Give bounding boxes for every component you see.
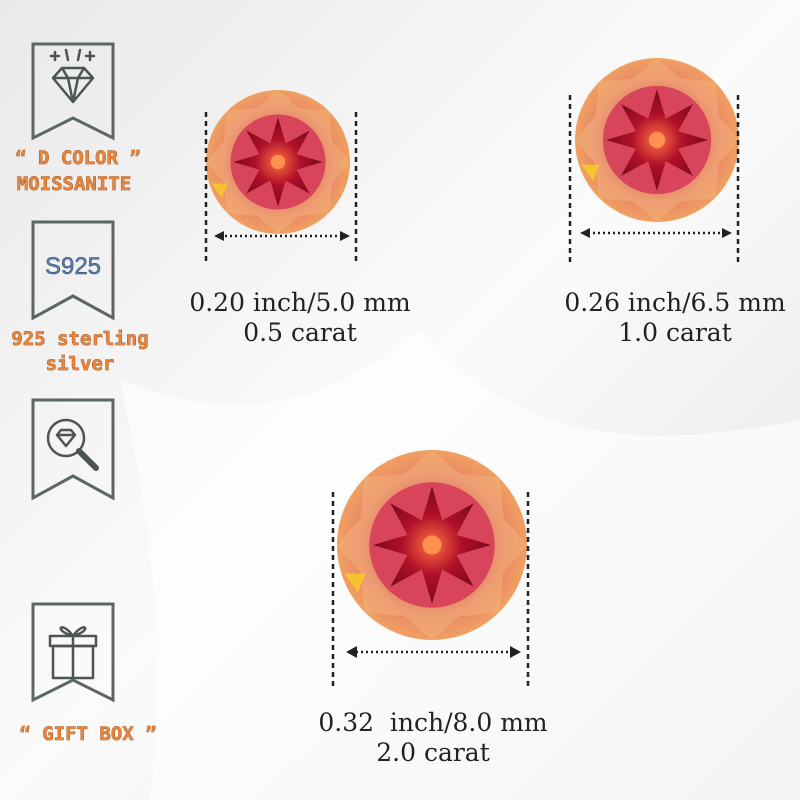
- badge: [31, 42, 115, 141]
- size-carat: 2.0 carat: [376, 738, 490, 767]
- s925-icon: S925: [45, 253, 101, 280]
- size-dimension: 0.32 inch/8.0 mm: [318, 708, 548, 737]
- gift-icon: [48, 626, 98, 680]
- feature-label: MOISSANITE: [17, 173, 131, 195]
- size-carat: 0.5 carat: [243, 318, 357, 347]
- size-carat: 1.0 carat: [618, 318, 732, 347]
- diamond-icon: [49, 48, 96, 104]
- feature-label: “ D COLOR ”: [15, 147, 141, 169]
- badge: [31, 398, 115, 501]
- size-dimension: 0.26 inch/6.5 mm: [564, 288, 786, 317]
- gem: [337, 450, 527, 640]
- badge: [31, 220, 115, 321]
- gem: [206, 90, 350, 234]
- size-dimension: 0.20 inch/5.0 mm: [189, 288, 411, 317]
- magnifier-icon: [46, 418, 99, 471]
- feature-label: “ GIFT BOX ”: [19, 723, 156, 745]
- badge: [31, 602, 115, 703]
- feature-label: silver: [46, 353, 115, 375]
- feature-label: 925 sterling: [11, 328, 148, 350]
- gem: [575, 58, 739, 222]
